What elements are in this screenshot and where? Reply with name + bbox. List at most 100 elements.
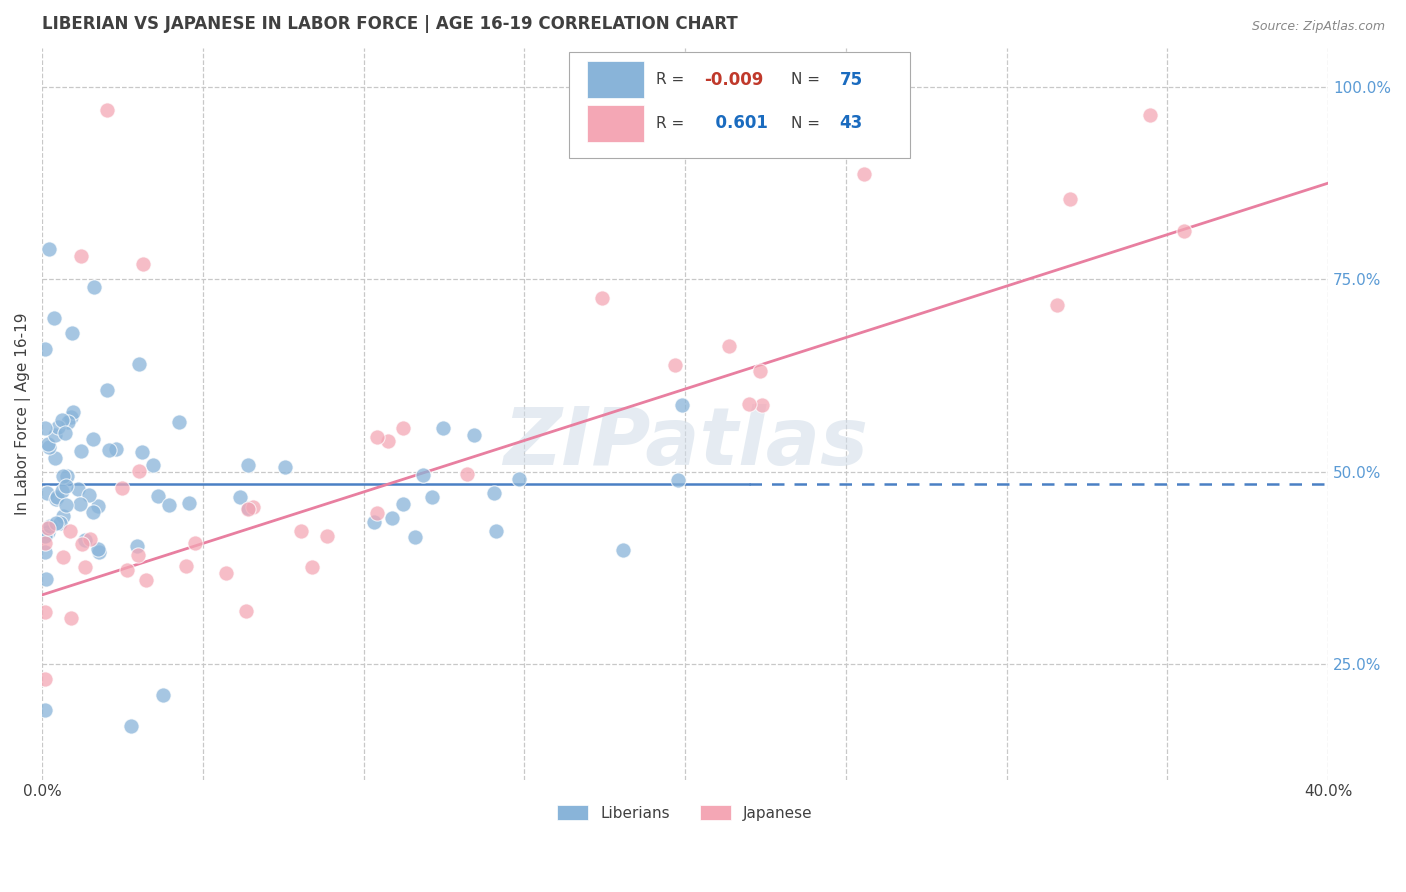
Point <box>132 257 155 271</box>
Point <box>412 467 434 482</box>
Point <box>127 548 149 562</box>
Point <box>666 474 689 488</box>
Point <box>34 342 56 356</box>
Point <box>75 560 97 574</box>
Text: 75: 75 <box>839 70 862 88</box>
Point <box>290 524 312 538</box>
Point <box>52 509 75 524</box>
Point <box>142 458 165 472</box>
Point <box>53 426 76 441</box>
Point <box>69 496 91 510</box>
FancyBboxPatch shape <box>569 52 910 158</box>
Point <box>377 434 399 448</box>
Point <box>98 443 121 458</box>
Point <box>60 610 83 624</box>
Point <box>235 604 257 618</box>
Point <box>83 280 105 294</box>
Point <box>38 519 60 533</box>
Point <box>37 437 59 451</box>
FancyBboxPatch shape <box>588 61 644 98</box>
Text: LIBERIAN VS JAPANESE IN LABOR FORCE | AGE 16-19 CORRELATION CHART: LIBERIAN VS JAPANESE IN LABOR FORCE | AG… <box>42 15 738 33</box>
Point <box>135 574 157 588</box>
Point <box>60 326 83 341</box>
Point <box>44 428 66 442</box>
Point <box>751 398 773 412</box>
Point <box>404 530 426 544</box>
Point <box>51 484 73 499</box>
Point <box>737 397 759 411</box>
Point <box>38 242 60 256</box>
Point <box>55 498 77 512</box>
Text: 43: 43 <box>839 114 863 132</box>
Point <box>87 499 110 513</box>
Point <box>179 495 201 509</box>
Point <box>38 440 60 454</box>
FancyBboxPatch shape <box>588 104 644 142</box>
Legend: Liberians, Japanese: Liberians, Japanese <box>551 798 818 827</box>
Point <box>70 249 93 263</box>
Text: ZIPatlas: ZIPatlas <box>502 404 868 483</box>
Point <box>44 451 66 466</box>
Point <box>34 703 56 717</box>
Y-axis label: In Labor Force | Age 16-19: In Labor Force | Age 16-19 <box>15 313 31 516</box>
Point <box>366 430 388 444</box>
Point <box>34 605 56 619</box>
Point <box>853 167 876 181</box>
Point <box>392 497 415 511</box>
Point <box>152 688 174 702</box>
Point <box>56 415 79 429</box>
Point <box>381 510 404 524</box>
Point <box>664 358 686 372</box>
Point <box>718 339 741 353</box>
Point <box>34 421 56 435</box>
Point <box>238 458 260 473</box>
Point <box>82 432 104 446</box>
Point <box>70 537 93 551</box>
Point <box>316 529 339 543</box>
Point <box>96 384 118 398</box>
Point <box>34 545 56 559</box>
Point <box>34 672 56 686</box>
Point <box>67 482 90 496</box>
Point <box>55 469 77 483</box>
Point <box>612 543 634 558</box>
Point <box>432 421 454 435</box>
Point <box>51 413 73 427</box>
Point <box>35 486 58 500</box>
Point <box>1139 108 1161 122</box>
Point <box>34 535 56 549</box>
Point <box>34 573 56 587</box>
Point <box>115 563 138 577</box>
Point <box>46 419 69 434</box>
Point <box>392 420 415 434</box>
Point <box>215 566 238 581</box>
Point <box>131 444 153 458</box>
Point <box>591 292 613 306</box>
Point <box>42 310 65 325</box>
Point <box>508 472 530 486</box>
Point <box>59 410 82 425</box>
Point <box>229 490 252 504</box>
Point <box>146 489 169 503</box>
Point <box>96 103 118 117</box>
Point <box>363 515 385 529</box>
Point <box>79 532 101 546</box>
Point <box>49 516 72 530</box>
Text: R =: R = <box>655 72 689 87</box>
Point <box>51 549 73 564</box>
Point <box>242 500 264 514</box>
Point <box>236 502 259 516</box>
Point <box>174 559 197 574</box>
Text: R =: R = <box>655 116 689 131</box>
Point <box>45 516 67 530</box>
Point <box>1046 297 1069 311</box>
Point <box>73 533 96 547</box>
Point <box>37 521 59 535</box>
Point <box>77 488 100 502</box>
Point <box>46 490 69 504</box>
Point <box>55 479 77 493</box>
Point <box>52 468 75 483</box>
Point <box>128 464 150 478</box>
Point <box>87 542 110 557</box>
Point <box>169 416 191 430</box>
